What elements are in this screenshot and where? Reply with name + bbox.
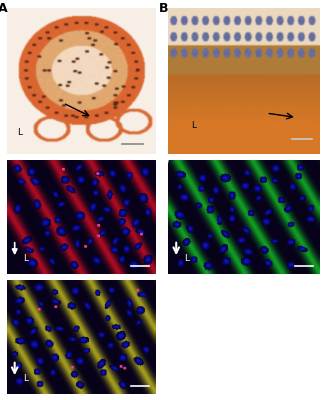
Text: L: L xyxy=(185,254,189,264)
Text: B: B xyxy=(159,2,168,15)
Text: C: C xyxy=(0,156,7,168)
Text: L: L xyxy=(23,374,28,384)
Text: E: E xyxy=(0,276,6,288)
Text: L: L xyxy=(23,254,28,264)
Text: A: A xyxy=(0,2,7,15)
Text: L: L xyxy=(191,121,196,130)
Text: D: D xyxy=(159,156,169,168)
Text: L: L xyxy=(17,128,22,137)
